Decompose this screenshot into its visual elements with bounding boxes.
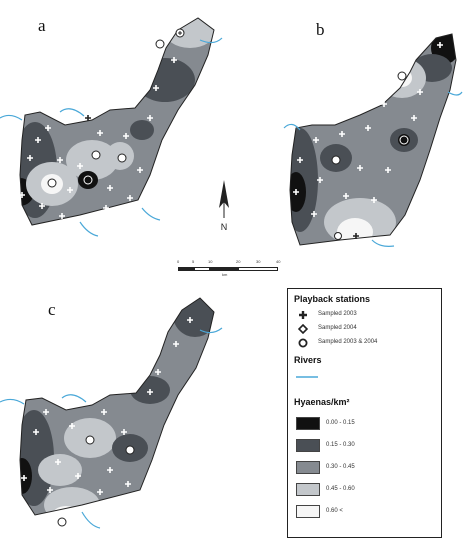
panel-label-a: a bbox=[38, 16, 46, 35]
rivers-b bbox=[283, 91, 463, 247]
density-zone bbox=[20, 458, 32, 494]
scale-tick: 5 bbox=[192, 259, 195, 264]
legend-class-label: 0.15 - 0.30 bbox=[326, 442, 355, 448]
river bbox=[59, 108, 85, 117]
diamond-icon bbox=[298, 324, 308, 334]
legend-class-label: 0.00 - 0.15 bbox=[326, 420, 355, 426]
scale-tick: 0 bbox=[177, 259, 180, 264]
river-line-icon bbox=[296, 376, 318, 378]
scale-tick: 30 bbox=[256, 259, 261, 264]
density-zone bbox=[135, 58, 195, 102]
map-panel-a bbox=[0, 17, 223, 237]
density-zone bbox=[44, 487, 100, 515]
legend-station-label: Sampled 2003 & 2004 bbox=[318, 339, 378, 345]
legend-swatch bbox=[296, 505, 320, 518]
legend-class-label: 0.30 - 0.45 bbox=[326, 464, 355, 470]
panel-label-b: b bbox=[316, 20, 325, 39]
density-zone bbox=[38, 454, 82, 486]
river bbox=[81, 511, 101, 529]
river bbox=[79, 221, 99, 237]
river bbox=[447, 91, 463, 96]
legend-station-label: Sampled 2004 bbox=[318, 325, 357, 331]
rivers-a bbox=[0, 37, 223, 237]
legend-class-label: 0.45 - 0.60 bbox=[326, 486, 355, 492]
stations-a bbox=[19, 28, 185, 219]
density-zone bbox=[337, 218, 373, 245]
stations-b bbox=[293, 42, 443, 240]
river bbox=[141, 207, 161, 221]
legend-stations-title: Playback stations bbox=[294, 294, 371, 304]
scale-bar: 0 5 10 20 30 40 km bbox=[177, 259, 282, 277]
north-label: N bbox=[221, 222, 228, 232]
circle-icon bbox=[298, 338, 308, 348]
map-legend: Playback stations Sampled 2003 Sampled 2… bbox=[287, 288, 442, 538]
legend-station-label: Sampled 2003 bbox=[318, 311, 357, 317]
legend-swatch bbox=[296, 483, 320, 496]
map-panel-c bbox=[0, 297, 223, 529]
north-arrow-icon: N bbox=[219, 180, 229, 232]
map-panel-b bbox=[283, 33, 463, 247]
stations-c bbox=[21, 317, 193, 527]
density-zone bbox=[130, 120, 154, 140]
legend-swatch bbox=[296, 439, 320, 452]
river bbox=[371, 239, 395, 247]
rivers-c bbox=[0, 327, 223, 529]
river bbox=[199, 37, 223, 44]
legend-swatch bbox=[296, 461, 320, 474]
scale-tick: 10 bbox=[208, 259, 213, 264]
legend-class-label: 0.60 < bbox=[326, 508, 343, 514]
river bbox=[61, 394, 87, 403]
density-zone bbox=[66, 140, 118, 180]
scale-tick: 20 bbox=[236, 259, 241, 264]
river bbox=[283, 123, 301, 131]
panel-label-c: c bbox=[48, 300, 56, 319]
river bbox=[199, 327, 223, 334]
legend-rivers-title: Rivers bbox=[294, 355, 322, 365]
river bbox=[0, 398, 25, 405]
legend-density-title: Hyaenas/km² bbox=[294, 397, 350, 407]
scale-tick: 40 bbox=[276, 259, 281, 264]
scale-unit: km bbox=[222, 272, 228, 277]
reserve-boundary-b bbox=[289, 33, 457, 246]
plus-icon bbox=[299, 311, 307, 319]
legend-swatch bbox=[296, 417, 320, 430]
river bbox=[0, 114, 23, 121]
density-zone bbox=[173, 298, 214, 337]
